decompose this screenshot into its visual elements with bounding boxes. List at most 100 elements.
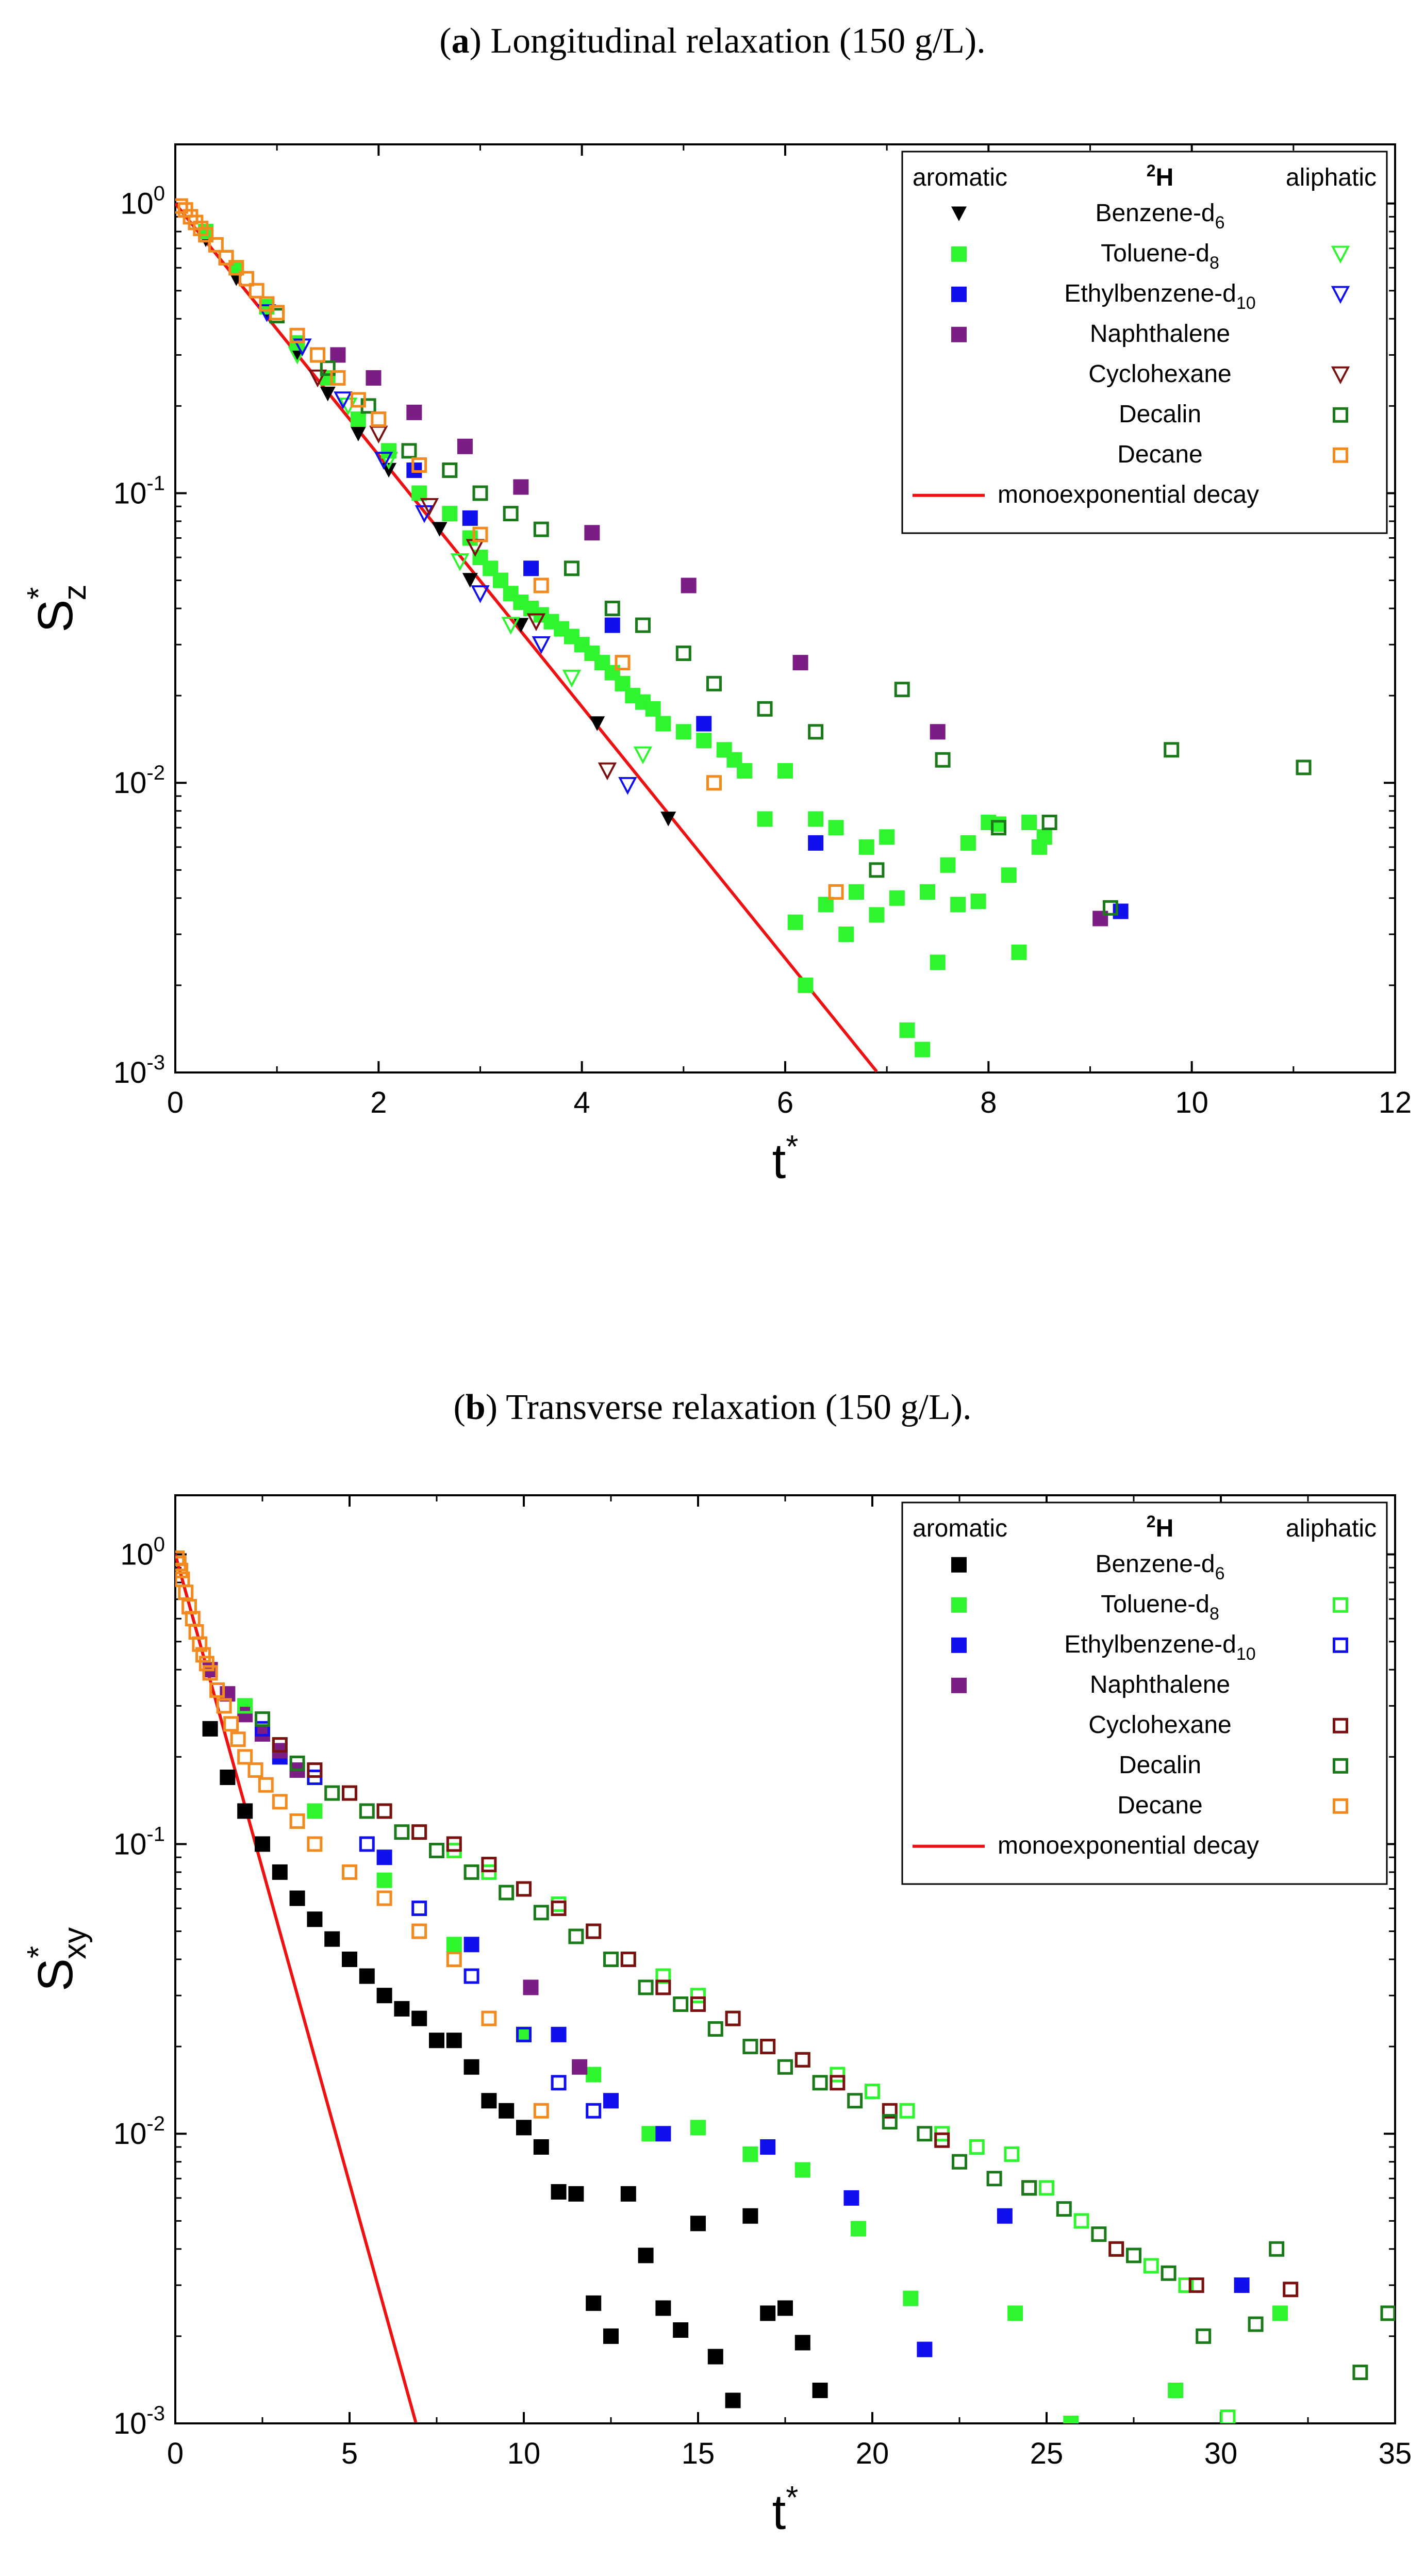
data-point [969, 2139, 985, 2155]
legend-header-aromatic: aromatic [913, 1515, 1007, 1542]
legend-header-aliphatic: aliphatic [1286, 1515, 1377, 1542]
data-point [394, 1824, 410, 1840]
legend-marker-aliphatic [1333, 1597, 1349, 1613]
data-point [220, 1769, 236, 1785]
x-tick-label: 0 [167, 1086, 184, 1119]
data-point [920, 884, 936, 900]
data-point [533, 2103, 549, 2119]
data-point [230, 1731, 246, 1747]
data-point [432, 522, 448, 537]
legend-entry: Ethylbenzene-d10 [951, 1631, 1349, 1664]
data-point [706, 675, 722, 691]
data-point [369, 425, 388, 444]
legend-marker-aromatic [951, 326, 967, 342]
legend-marker-aliphatic [1333, 1718, 1349, 1733]
data-point [1011, 944, 1027, 960]
data-point [516, 1881, 532, 1897]
data-point [192, 1636, 208, 1652]
legend-label: Decalin [1119, 401, 1201, 428]
data-point [742, 2208, 758, 2224]
legend-label: Naphthalene [1090, 320, 1230, 348]
data-point [725, 2392, 741, 2408]
legend-label: Cyclohexane [1088, 360, 1232, 388]
series-cyclohexane [308, 369, 617, 781]
data-point [1234, 2277, 1250, 2293]
x-tick-label: 10 [1175, 1086, 1208, 1119]
legend-marker-aromatic [951, 1557, 967, 1573]
data-point [850, 2221, 866, 2237]
x-tick-label: 0 [167, 2437, 184, 2470]
data-point [879, 829, 895, 845]
data-point [960, 835, 976, 851]
data-point [603, 2093, 619, 2109]
data-point [830, 2067, 846, 2083]
legend-label: Decane [1117, 1792, 1202, 1819]
data-point [499, 2103, 515, 2119]
data-point [376, 1803, 392, 1819]
data-point [481, 2093, 497, 2109]
legend-entry: Decalin [1119, 401, 1349, 428]
data-point [532, 636, 551, 654]
data-point [289, 1890, 305, 1906]
data-point [655, 2300, 671, 2316]
data-point [551, 2026, 567, 2042]
data-point [216, 1698, 232, 1714]
legend-marker-aromatic [951, 246, 967, 262]
data-point [572, 2059, 588, 2075]
data-point [394, 2001, 410, 2017]
data-point [195, 1647, 211, 1663]
data-point [935, 752, 951, 768]
data-point [533, 521, 549, 537]
data-point [589, 716, 605, 731]
legend-marker-aliphatic [1333, 1798, 1349, 1814]
data-point [258, 1777, 274, 1793]
x-tick-label: 10 [507, 2437, 541, 2470]
legend-header-aliphatic: aliphatic [1286, 164, 1377, 191]
data-point [463, 1864, 479, 1880]
x-tick-label: 5 [341, 2437, 358, 2470]
legend-label: Decane [1117, 441, 1202, 468]
data-point [178, 1584, 194, 1600]
legend-entry: Benzene-d6 [951, 200, 1225, 233]
data-point [450, 553, 470, 571]
data-point [462, 573, 478, 588]
data-point [420, 498, 439, 516]
data-point [202, 1665, 218, 1681]
data-point [760, 2039, 776, 2055]
data-point [471, 585, 490, 603]
data-point [463, 2059, 479, 2075]
data-point [551, 1901, 567, 1917]
data-point [330, 370, 346, 386]
legend-entry: monoexponential decay [913, 481, 1259, 508]
data-point [997, 2208, 1013, 2224]
monoexponential-decay-line [175, 202, 878, 1072]
data-point [794, 2052, 810, 2068]
data-point [341, 1785, 357, 1801]
data-point [615, 655, 631, 671]
data-point [838, 926, 854, 942]
data-point [903, 2290, 919, 2306]
legend-label: Ethylbenzene-d10 [1064, 1631, 1255, 1664]
data-point [237, 1698, 253, 1714]
data-point [1113, 903, 1129, 919]
y-tick-label: 10-3 [113, 2402, 165, 2440]
y-tick-label: 10-1 [113, 1823, 165, 1861]
data-point [1283, 2282, 1299, 2298]
data-point [237, 1749, 253, 1765]
data-point [787, 914, 803, 930]
data-point [472, 485, 488, 501]
data-point [638, 2248, 654, 2264]
data-point [760, 2305, 776, 2321]
plot-area [175, 1550, 1395, 2423]
data-point [603, 1952, 619, 1968]
data-point [568, 2186, 584, 2202]
data-point [406, 404, 422, 420]
data-point [917, 2126, 933, 2142]
data-point [307, 1836, 323, 1852]
data-point [428, 1842, 444, 1858]
data-point [1108, 2241, 1124, 2257]
series-decane [175, 198, 844, 900]
data-point [499, 1885, 515, 1901]
series-decane [175, 1550, 549, 2119]
x-tick-label: 20 [856, 2437, 889, 2470]
